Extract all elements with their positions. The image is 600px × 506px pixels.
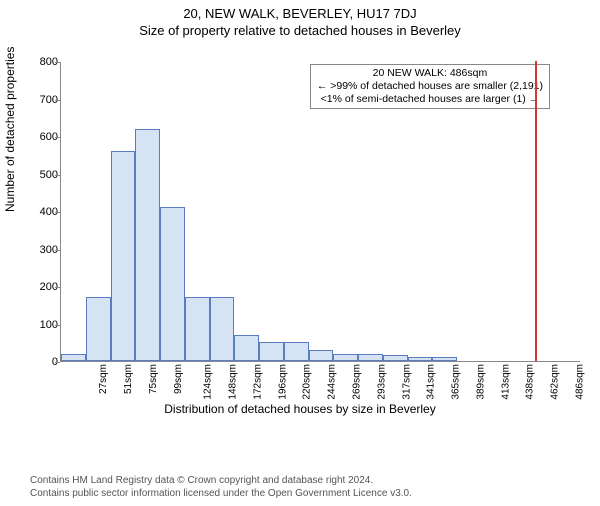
y-tick-label: 500 — [28, 169, 58, 181]
histogram-bar — [284, 342, 309, 361]
histogram-bar — [333, 354, 358, 362]
x-tick-label: 244sqm — [327, 364, 338, 400]
x-tick-label: 293sqm — [376, 364, 387, 400]
x-tick-label: 341sqm — [426, 364, 437, 400]
x-tick-label: 317sqm — [401, 364, 412, 400]
x-tick-label: 269sqm — [352, 364, 363, 400]
y-tick-label: 400 — [28, 206, 58, 218]
y-tick-mark — [55, 250, 60, 251]
y-tick-label: 600 — [28, 131, 58, 143]
y-tick-mark — [55, 212, 60, 213]
y-tick-label: 700 — [28, 94, 58, 106]
y-tick-label: 100 — [28, 319, 58, 331]
x-tick-label: 75sqm — [148, 364, 159, 394]
histogram-bar — [408, 357, 433, 361]
y-tick-mark — [55, 137, 60, 138]
histogram-bar — [111, 151, 136, 361]
page-subtitle: Size of property relative to detached ho… — [0, 23, 600, 38]
x-tick-label: 389sqm — [475, 364, 486, 400]
y-tick-label: 200 — [28, 281, 58, 293]
x-tick-label: 124sqm — [203, 364, 214, 400]
y-tick-mark — [55, 362, 60, 363]
histogram-bar — [61, 354, 86, 362]
x-axis-label: Distribution of detached houses by size … — [0, 402, 600, 416]
histogram-bar — [234, 335, 259, 361]
x-tick-label: 148sqm — [228, 364, 239, 400]
x-tick-label: 220sqm — [302, 364, 313, 400]
histogram-bar — [358, 354, 383, 362]
marker-line — [535, 61, 537, 361]
annotation-line: ← >99% of detached houses are smaller (2… — [317, 80, 543, 93]
x-tick-label: 27sqm — [98, 364, 109, 394]
x-tick-label: 462sqm — [550, 364, 561, 400]
histogram-bar — [160, 207, 185, 361]
histogram-bar — [86, 297, 111, 361]
y-tick-label: 800 — [28, 56, 58, 68]
y-tick-mark — [55, 175, 60, 176]
histogram-bar — [185, 297, 210, 361]
x-tick-label: 51sqm — [123, 364, 134, 394]
footer-line: Contains public sector information licen… — [30, 488, 412, 501]
x-tick-label: 172sqm — [253, 364, 264, 400]
x-tick-label: 413sqm — [500, 364, 511, 400]
y-tick-mark — [55, 325, 60, 326]
annotation-line: 20 NEW WALK: 486sqm — [317, 67, 543, 80]
histogram-bar — [432, 357, 457, 361]
histogram-bar — [259, 342, 284, 361]
y-tick-mark — [55, 100, 60, 101]
x-tick-label: 438sqm — [525, 364, 536, 400]
y-tick-label: 0 — [28, 356, 58, 368]
x-tick-label: 486sqm — [574, 364, 585, 400]
y-axis-label: Number of detached properties — [3, 47, 17, 212]
x-tick-label: 365sqm — [451, 364, 462, 400]
page-title: 20, NEW WALK, BEVERLEY, HU17 7DJ — [0, 6, 600, 21]
x-tick-label: 196sqm — [277, 364, 288, 400]
plot-area: 20 NEW WALK: 486sqm ← >99% of detached h… — [60, 62, 580, 362]
histogram-bar — [135, 129, 160, 362]
annotation-line: <1% of semi-detached houses are larger (… — [317, 93, 543, 106]
x-tick-label: 99sqm — [173, 364, 184, 394]
histogram-bar — [309, 350, 334, 361]
histogram-bar — [383, 355, 408, 361]
footer: Contains HM Land Registry data © Crown c… — [30, 475, 412, 500]
footer-line: Contains HM Land Registry data © Crown c… — [30, 475, 412, 488]
histogram-bar — [210, 297, 235, 361]
y-tick-mark — [55, 287, 60, 288]
chart: Number of detached properties 20 NEW WAL… — [0, 52, 600, 412]
y-tick-label: 300 — [28, 244, 58, 256]
annotation-box: 20 NEW WALK: 486sqm ← >99% of detached h… — [310, 64, 550, 109]
y-tick-mark — [55, 62, 60, 63]
